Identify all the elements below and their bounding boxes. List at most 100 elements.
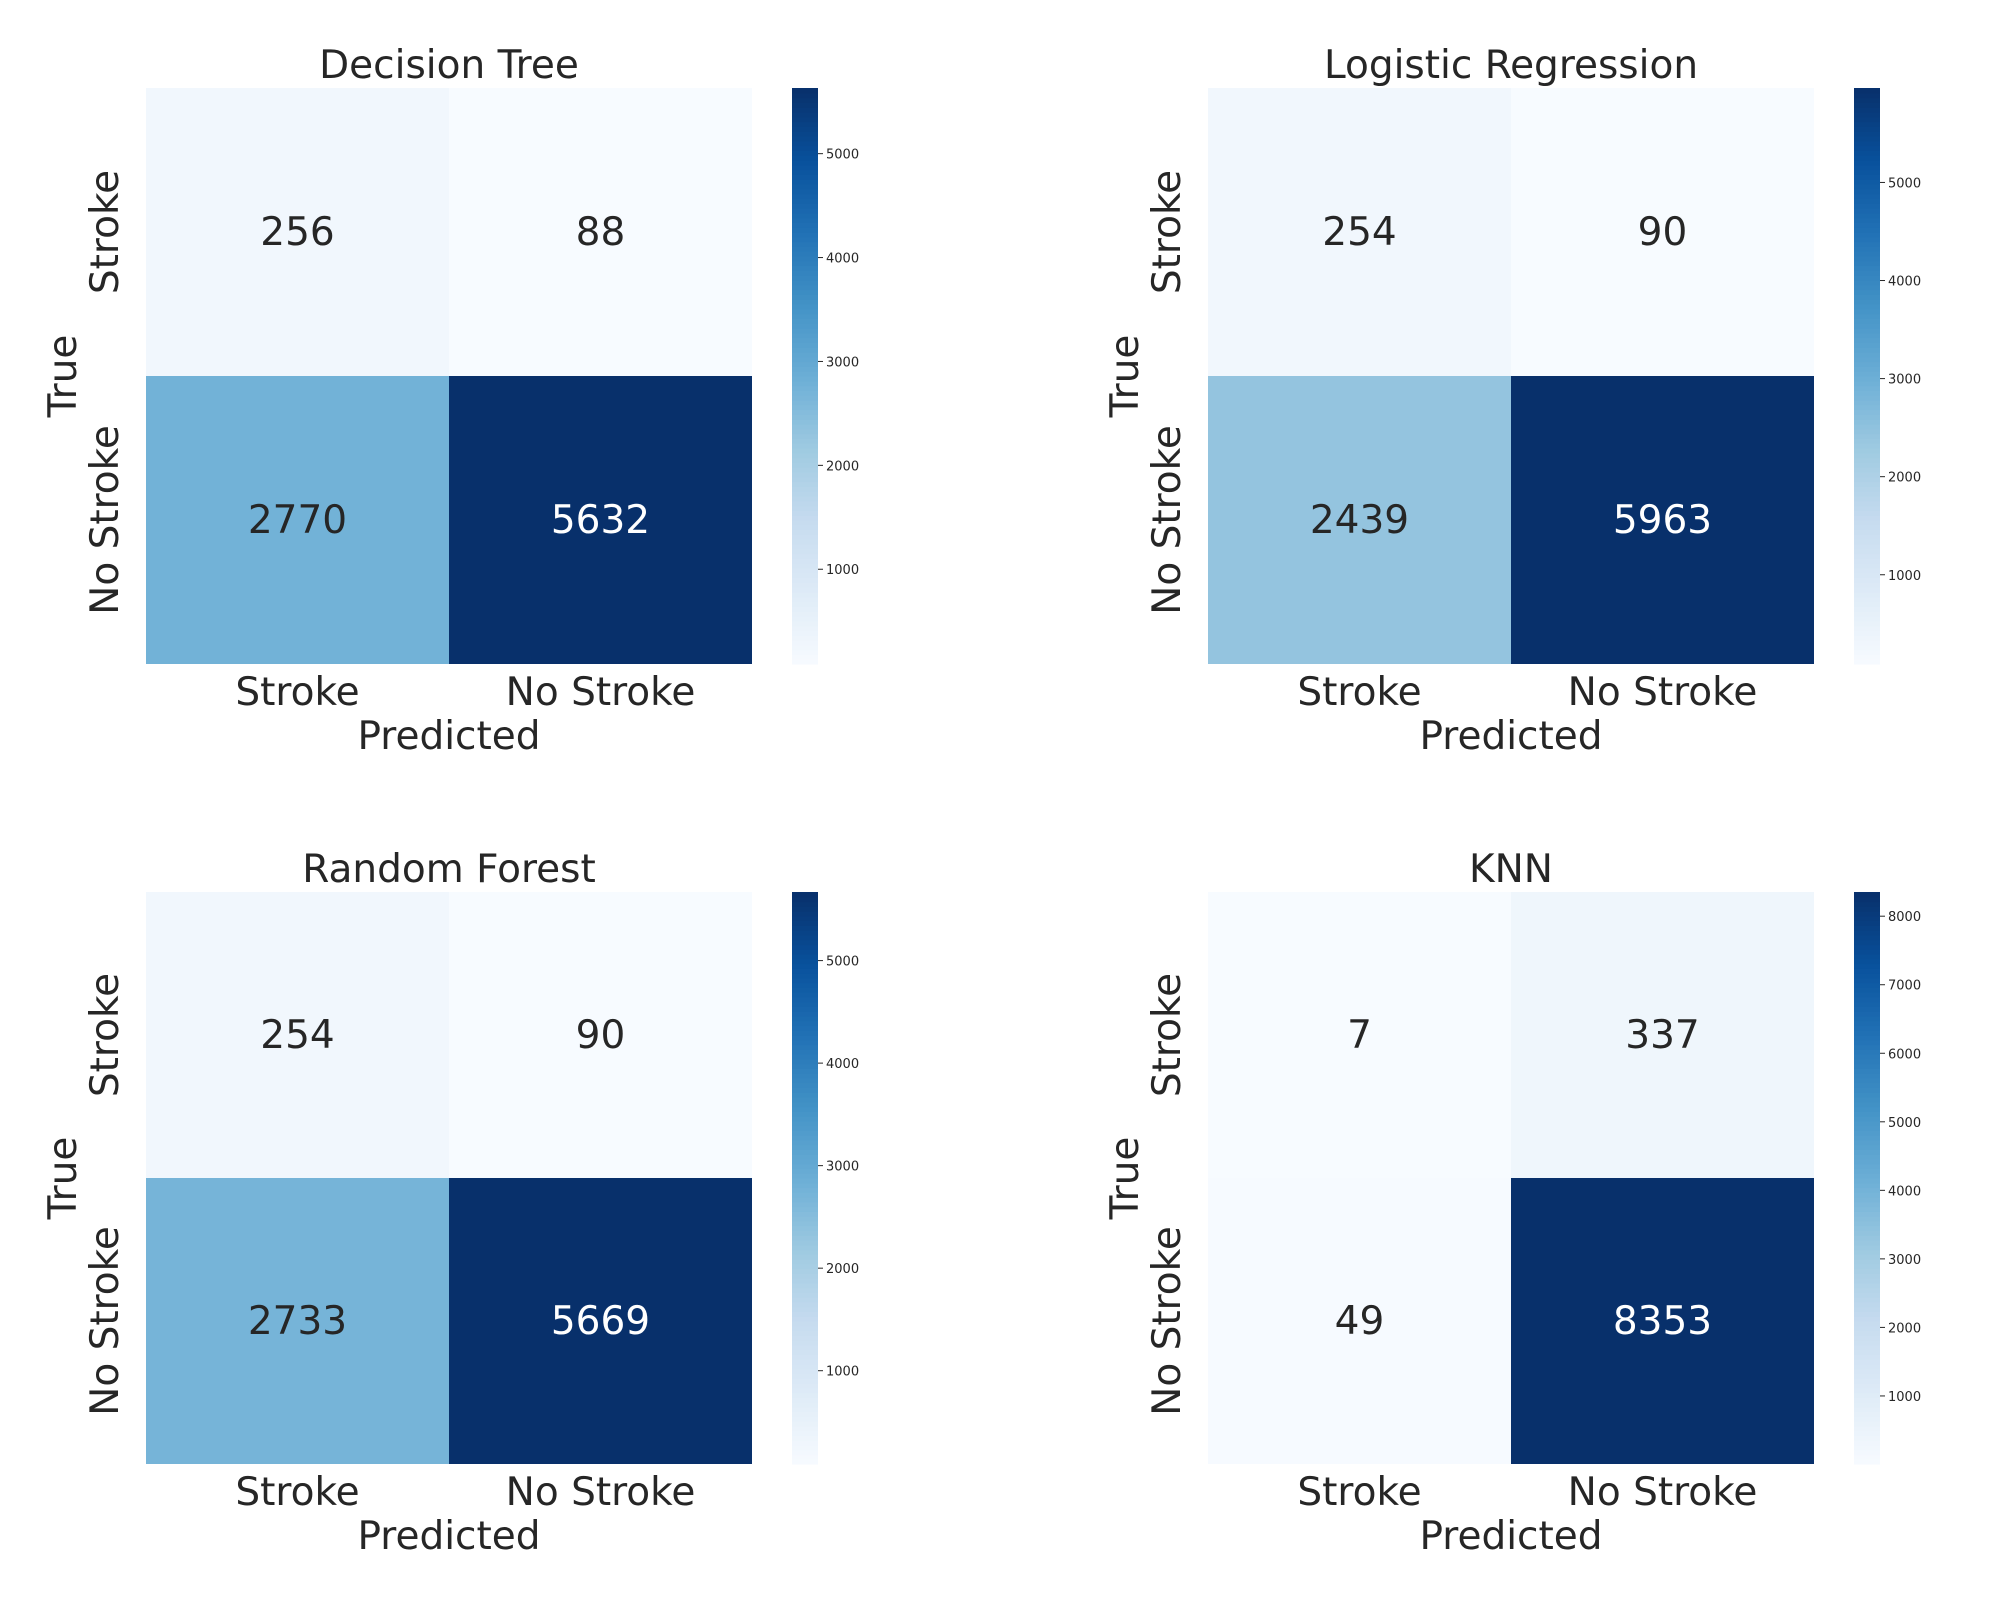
colorbar-segment (792, 332, 818, 339)
colorbar-segment (1854, 352, 1880, 358)
colorbar-segment (792, 347, 818, 353)
colorbar-segment (792, 649, 818, 655)
colorbar-segment (1854, 1163, 1880, 1170)
colorbar-segment (792, 97, 818, 103)
colorbar-segment (1854, 1421, 1880, 1427)
chart-title: Random Forest (302, 847, 596, 892)
colorbar-segment (1854, 1239, 1880, 1246)
cell-value-label: 337 (1625, 1013, 1699, 1058)
colorbar-tick-label: 3000 (1888, 373, 1921, 388)
colorbar-segment (1854, 915, 1880, 922)
y-axis-label: True (1103, 1137, 1148, 1221)
colorbar-segment (792, 184, 818, 190)
colorbar-segment (792, 644, 818, 651)
colorbar-segment (792, 896, 818, 903)
colorbar-segment (1854, 640, 1880, 646)
colorbar-segment (792, 1187, 818, 1193)
y-tick-label: Stroke (1145, 170, 1190, 294)
colorbar-segment (792, 934, 818, 941)
colorbar-segment (1854, 1354, 1880, 1360)
cell-value-label: 49 (1335, 1299, 1385, 1344)
colorbar-segment (1854, 630, 1880, 636)
colorbar-segment (1854, 337, 1880, 343)
colorbar-segment (792, 616, 818, 622)
colorbar-segment (792, 1044, 818, 1050)
colorbar-segment (1854, 1063, 1880, 1069)
colorbar-segment (1854, 481, 1880, 487)
colorbar-segment (792, 1373, 818, 1379)
heatmap-cell (449, 1178, 752, 1464)
colorbar: 1000 2000 3000 4000 5000 (792, 892, 859, 1465)
colorbar-segment (792, 996, 818, 1003)
cell-value-label: 254 (1322, 210, 1396, 255)
colorbar-segment (1854, 953, 1880, 960)
colorbar-segment (792, 1235, 818, 1241)
colorbar-segment (792, 193, 818, 199)
colorbar-segment (1854, 1282, 1880, 1289)
colorbar-segment (792, 958, 818, 965)
colorbar-segment (1854, 1330, 1880, 1336)
cell-value-label: 2733 (248, 1299, 347, 1344)
colorbar-segment (1854, 1015, 1880, 1022)
colorbar-segment (1854, 275, 1880, 281)
colorbar-segment (1854, 1244, 1880, 1251)
colorbar-segment (1854, 1087, 1880, 1093)
colorbar-segment (1854, 1363, 1880, 1370)
colorbar-segment (792, 640, 818, 646)
colorbar-segment (792, 1263, 818, 1270)
colorbar-segment (792, 1092, 818, 1098)
colorbar-segment (792, 582, 818, 588)
colorbar-segment (1854, 486, 1880, 492)
colorbar-segment (792, 164, 818, 171)
colorbar-segment (1854, 241, 1880, 247)
colorbar-segment (1854, 963, 1880, 969)
colorbar-segment (1854, 332, 1880, 339)
colorbar-segment (792, 174, 818, 180)
colorbar-segment (1854, 328, 1880, 334)
cell-value-label: 88 (576, 210, 626, 255)
colorbar-segment (792, 620, 818, 627)
colorbar-segment (1854, 1011, 1880, 1017)
chart-title: KNN (1469, 847, 1553, 892)
colorbar-segment (792, 1025, 818, 1031)
colorbar-segment (792, 448, 818, 454)
y-tick-label: Stroke (1145, 973, 1190, 1097)
colorbar-tick-label: 1000 (1888, 569, 1921, 584)
colorbar-segment (792, 1073, 818, 1079)
y-tick-label: No Stroke (83, 425, 128, 615)
colorbar-segment (1854, 126, 1880, 132)
colorbar-segment (792, 1325, 818, 1332)
colorbar-segment (792, 1287, 818, 1293)
colorbar-segment (792, 625, 818, 631)
cell-value-label: 256 (260, 210, 334, 255)
colorbar-segment (1854, 496, 1880, 502)
colorbar-segment (792, 1039, 818, 1046)
colorbar-segment (1854, 649, 1880, 655)
colorbar-segment (792, 491, 818, 497)
colorbar-segment (1854, 1025, 1880, 1031)
colorbar-segment (792, 1058, 818, 1065)
colorbar-segment (1854, 476, 1880, 483)
x-axis-label: Predicted (357, 714, 540, 759)
colorbar-segment (792, 1454, 818, 1460)
colorbar-segment (1854, 160, 1880, 166)
colorbar-segment (1854, 1135, 1880, 1141)
colorbar-segment (1854, 1130, 1880, 1136)
colorbar-segment (1854, 414, 1880, 420)
colorbar-segment (1854, 121, 1880, 127)
colorbar-segment (1854, 174, 1880, 180)
colorbar-segment (792, 1035, 818, 1041)
colorbar-segment (1854, 92, 1880, 99)
colorbar-tick-label: 3000 (1888, 1253, 1921, 1268)
colorbar-segment (792, 270, 818, 276)
colorbar-segment (1854, 1235, 1880, 1241)
colorbar-segment (792, 140, 818, 147)
colorbar-segment (792, 145, 818, 151)
colorbar-segment (1854, 577, 1880, 583)
colorbar-segment (792, 361, 818, 367)
colorbar-segment (792, 1254, 818, 1260)
colorbar-segment (1854, 1044, 1880, 1050)
colorbar-tick-label: 6000 (1888, 1047, 1921, 1062)
colorbar-segment (1854, 1416, 1880, 1422)
